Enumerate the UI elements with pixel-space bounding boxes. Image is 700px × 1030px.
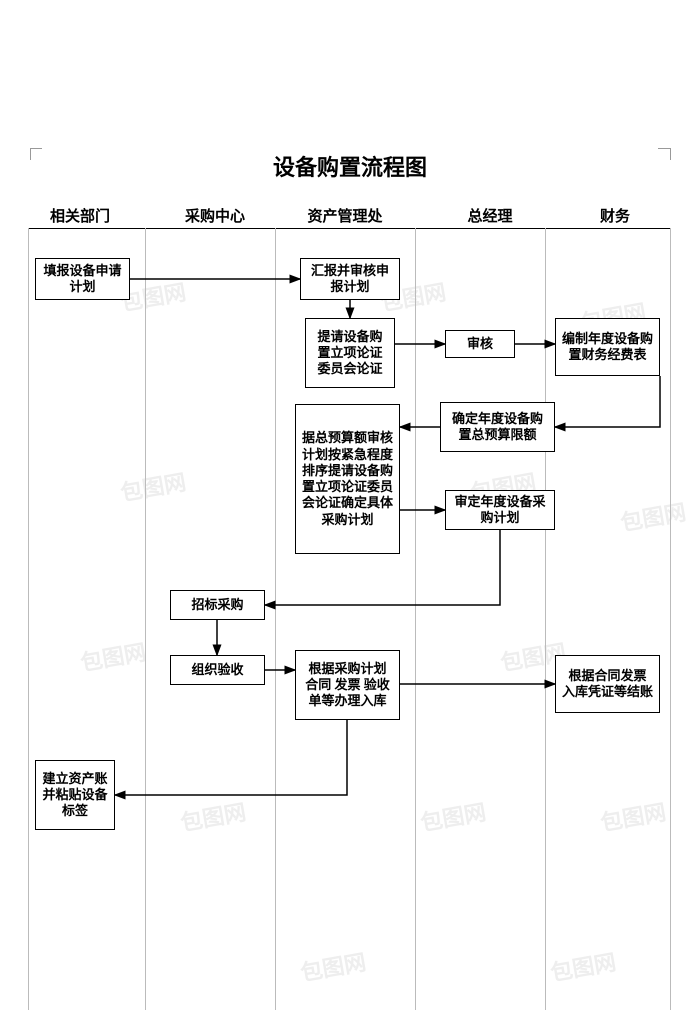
node-n12: 根据合同发票 入库凭证等结账 — [555, 655, 660, 713]
lane-header-finance: 财务 — [565, 205, 665, 226]
node-n3: 提请设备购置立项论证委员会论证 — [305, 318, 395, 388]
watermark-text: 包图网 — [418, 795, 489, 838]
watermark-text: 包图网 — [548, 945, 619, 988]
crop-mark — [670, 148, 671, 160]
lane-separator — [670, 228, 671, 1010]
node-n6: 确定年度设备购置总预算限额 — [440, 402, 555, 452]
node-n4: 审核 — [445, 330, 515, 358]
crop-mark — [30, 148, 42, 149]
lane-header-gm: 总经理 — [440, 205, 540, 226]
watermark-text: 包图网 — [78, 635, 149, 678]
watermark-text: 包图网 — [618, 495, 689, 538]
watermark-text: 包图网 — [298, 945, 369, 988]
lane-header-dept: 相关部门 — [30, 205, 130, 226]
watermark-text: 包图网 — [118, 465, 189, 508]
watermark-text: 包图网 — [598, 795, 669, 838]
lane-header-procure: 采购中心 — [165, 205, 265, 226]
node-n7: 据总预算额审核计划按紧急程度排序提请设备购置立项论证委员会论证确定具体采购计划 — [295, 404, 400, 554]
node-n2: 汇报并审核申报计划 — [300, 258, 400, 300]
node-n8: 审定年度设备采购计划 — [445, 490, 555, 530]
node-n11: 根据采购计划 合同 发票 验收单等办理入库 — [295, 650, 400, 720]
node-n10: 组织验收 — [170, 655, 265, 685]
edge-n11-n13 — [115, 720, 347, 795]
node-n13: 建立资产账并粘贴设备标签 — [35, 760, 115, 830]
node-n1: 填报设备申请计划 — [35, 258, 130, 300]
swimlane-top-line — [28, 228, 670, 229]
crop-mark — [658, 148, 670, 149]
watermark-text: 包图网 — [178, 795, 249, 838]
lane-separator — [28, 228, 29, 1010]
crop-mark — [30, 148, 31, 160]
lane-separator — [545, 228, 546, 1010]
node-n9: 招标采购 — [170, 590, 265, 620]
lane-header-asset: 资产管理处 — [295, 205, 395, 226]
diagram-title: 设备购置流程图 — [0, 150, 700, 182]
lane-separator — [145, 228, 146, 1010]
edge-n5-n6 — [555, 376, 660, 427]
lane-separator — [275, 228, 276, 1010]
lane-separator — [415, 228, 416, 1010]
node-n5: 编制年度设备购置财务经费表 — [555, 318, 660, 376]
